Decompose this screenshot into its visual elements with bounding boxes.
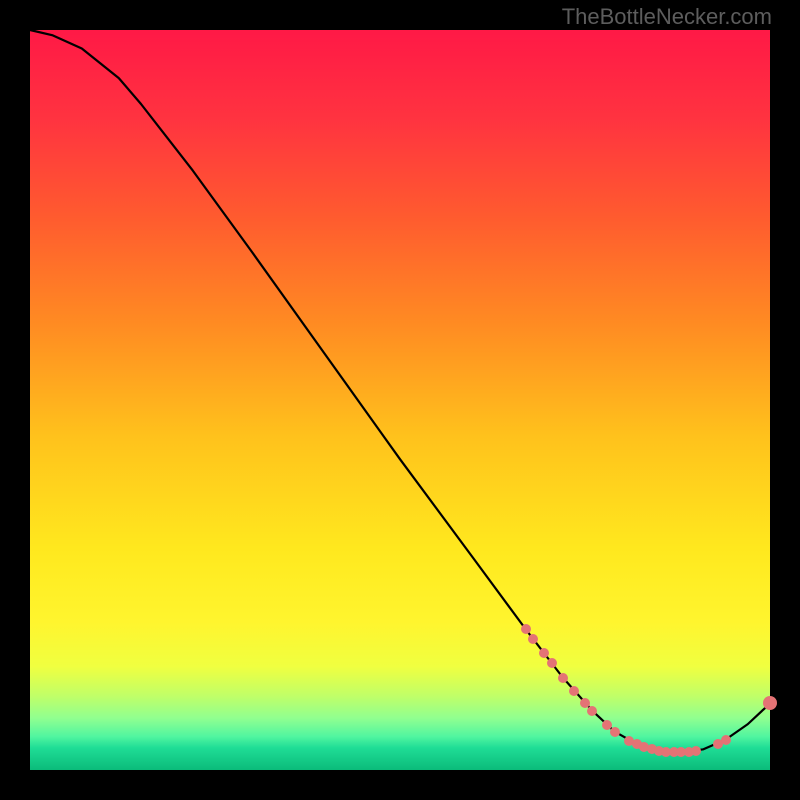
chart-container: TheBottleNecker.com [0,0,800,800]
data-point [547,658,557,668]
bottleneck-curve [30,30,770,752]
data-point [763,696,777,710]
data-point [691,746,701,756]
data-point [587,706,597,716]
data-point [558,673,568,683]
data-point [569,686,579,696]
data-point [521,624,531,634]
curve-layer [30,30,770,770]
data-point [539,648,549,658]
plot-area [30,30,770,770]
data-point [721,735,731,745]
data-point [528,634,538,644]
attribution-text: TheBottleNecker.com [562,4,772,30]
data-point [610,727,620,737]
